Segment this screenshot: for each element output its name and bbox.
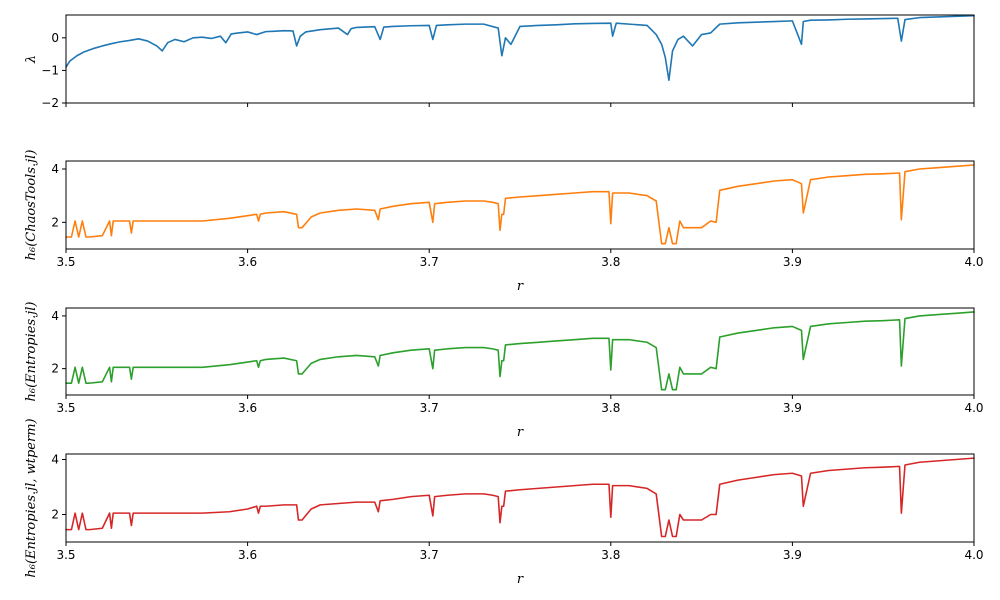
y-tick-label: 4 (51, 162, 59, 176)
y-tick-label: 4 (51, 309, 59, 323)
y-tick-label: −1 (41, 63, 59, 77)
y-axis-label: h₆(Entropies.jl, wtperm) (24, 418, 39, 577)
x-axis-label: r (517, 279, 524, 294)
x-tick-label: 3.9 (783, 255, 802, 269)
y-tick-label: 2 (51, 215, 59, 229)
x-tick-label: 4.0 (964, 401, 983, 415)
y-axis-label: λ (24, 55, 39, 64)
panel-4: 2 4 3.5 3.6 3.7 3.8 3.9 4.0 r h₆(Entropies.jl, wt… (24, 418, 984, 587)
x-tick-label: 3.9 (783, 401, 802, 415)
x-tick-label: 3.5 (56, 548, 75, 562)
x-tick-label: 3.6 (238, 255, 257, 269)
y-tick-label: −2 (41, 96, 59, 110)
panel-2: 2 4 3.5 3.6 3.7 3.8 3.9 4.0 r h₆(ChaosTools.jl) (24, 150, 984, 294)
y-axis-label: h₆(ChaosTools.jl) (24, 150, 39, 261)
x-tick-label: 3.8 (601, 255, 620, 269)
series-line-3 (65, 311, 975, 391)
series-line-2 (65, 164, 975, 245)
series-line-1 (65, 14, 975, 81)
panel-3: 2 4 3.5 3.6 3.7 3.8 3.9 4.0 r h₆(Entropies.jl) (24, 301, 984, 440)
x-tick-label: 3.7 (420, 548, 439, 562)
y-tick-label: 0 (51, 31, 59, 45)
axes-frame (65, 453, 975, 543)
x-axis-label: r (517, 572, 524, 587)
x-tick-label: 3.6 (238, 401, 257, 415)
x-axis-label: r (517, 425, 524, 440)
y-tick-label: 2 (51, 362, 59, 376)
series-line-4 (65, 457, 975, 538)
x-tick-label: 4.0 (964, 255, 983, 269)
axes-frame (65, 307, 975, 396)
y-tick-label: 4 (51, 453, 59, 467)
x-tick-label: 4.0 (964, 548, 983, 562)
y-tick-label: 2 (51, 508, 59, 522)
x-tick-label: 3.8 (601, 548, 620, 562)
x-tick-label: 3.8 (601, 401, 620, 415)
x-tick-label: 3.6 (238, 548, 257, 562)
x-tick-label: 3.9 (783, 548, 802, 562)
x-tick-label: 3.7 (420, 401, 439, 415)
x-tick-label: 3.5 (56, 255, 75, 269)
y-axis-label: h₆(Entropies.jl) (24, 301, 39, 401)
axes-frame (65, 160, 975, 250)
panel-1: −2 −1 0 λ (24, 14, 975, 110)
x-tick-label: 3.5 (56, 401, 75, 415)
x-tick-label: 3.7 (420, 255, 439, 269)
axes-frame (65, 14, 975, 104)
